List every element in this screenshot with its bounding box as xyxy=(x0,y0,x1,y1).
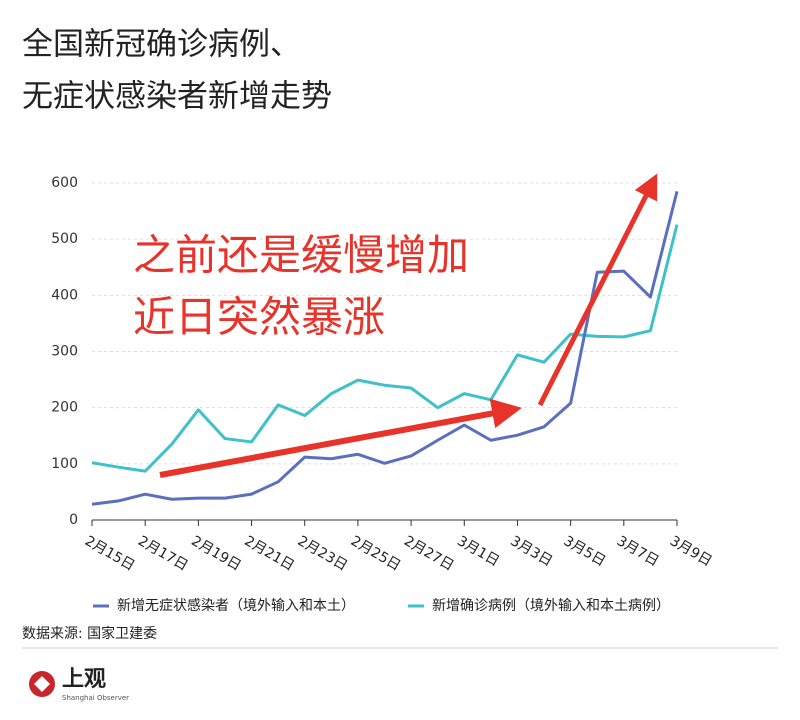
x-tick-label: 3月3日 xyxy=(507,533,555,570)
annotation: 之前还是缓慢增加 xyxy=(133,231,469,280)
logo: 上观 xyxy=(62,667,106,692)
y-tick-label: 200 xyxy=(51,400,78,416)
x-tick-label: 3月1日 xyxy=(454,533,502,570)
x-tick-label: 2月15日 xyxy=(82,533,137,574)
chart-title: 全国新冠确诊病例、 xyxy=(22,27,301,63)
legend-label: 新增无症状感染者（境外输入和本土） xyxy=(117,597,355,614)
x-tick-label: 2月21日 xyxy=(242,533,297,574)
x-tick-label: 3月7日 xyxy=(614,533,662,570)
legend-label: 新增确诊病例（境外输入和本土病例） xyxy=(432,598,670,614)
x-tick-label: 2月27日 xyxy=(401,533,456,574)
logo-icon xyxy=(34,676,50,692)
x-tick-label: 3月5日 xyxy=(561,533,609,570)
annotation: 近日突然暴涨 xyxy=(133,293,385,342)
y-tick-label: 0 xyxy=(69,512,78,528)
y-tick-label: 400 xyxy=(51,287,78,303)
chart-title: 无症状感染者新增走势 xyxy=(22,79,332,115)
y-tick-label: 100 xyxy=(51,456,78,472)
logo-subtitle: Shanghai Observer xyxy=(62,694,129,702)
y-tick-label: 300 xyxy=(51,344,78,360)
arrow xyxy=(537,173,658,407)
y-tick-label: 500 xyxy=(51,231,78,247)
y-tick-label: 600 xyxy=(51,175,78,191)
x-tick-label: 2月25日 xyxy=(348,533,403,574)
source: 数据来源: 国家卫建委 xyxy=(22,625,157,642)
x-tick-label: 3月9日 xyxy=(667,533,715,570)
arrow xyxy=(159,398,522,478)
series-line xyxy=(91,191,679,506)
x-tick-label: 2月23日 xyxy=(295,533,350,574)
x-tick-label: 2月19日 xyxy=(188,533,243,574)
series-line xyxy=(91,224,679,473)
x-tick-label: 2月17日 xyxy=(135,533,190,574)
